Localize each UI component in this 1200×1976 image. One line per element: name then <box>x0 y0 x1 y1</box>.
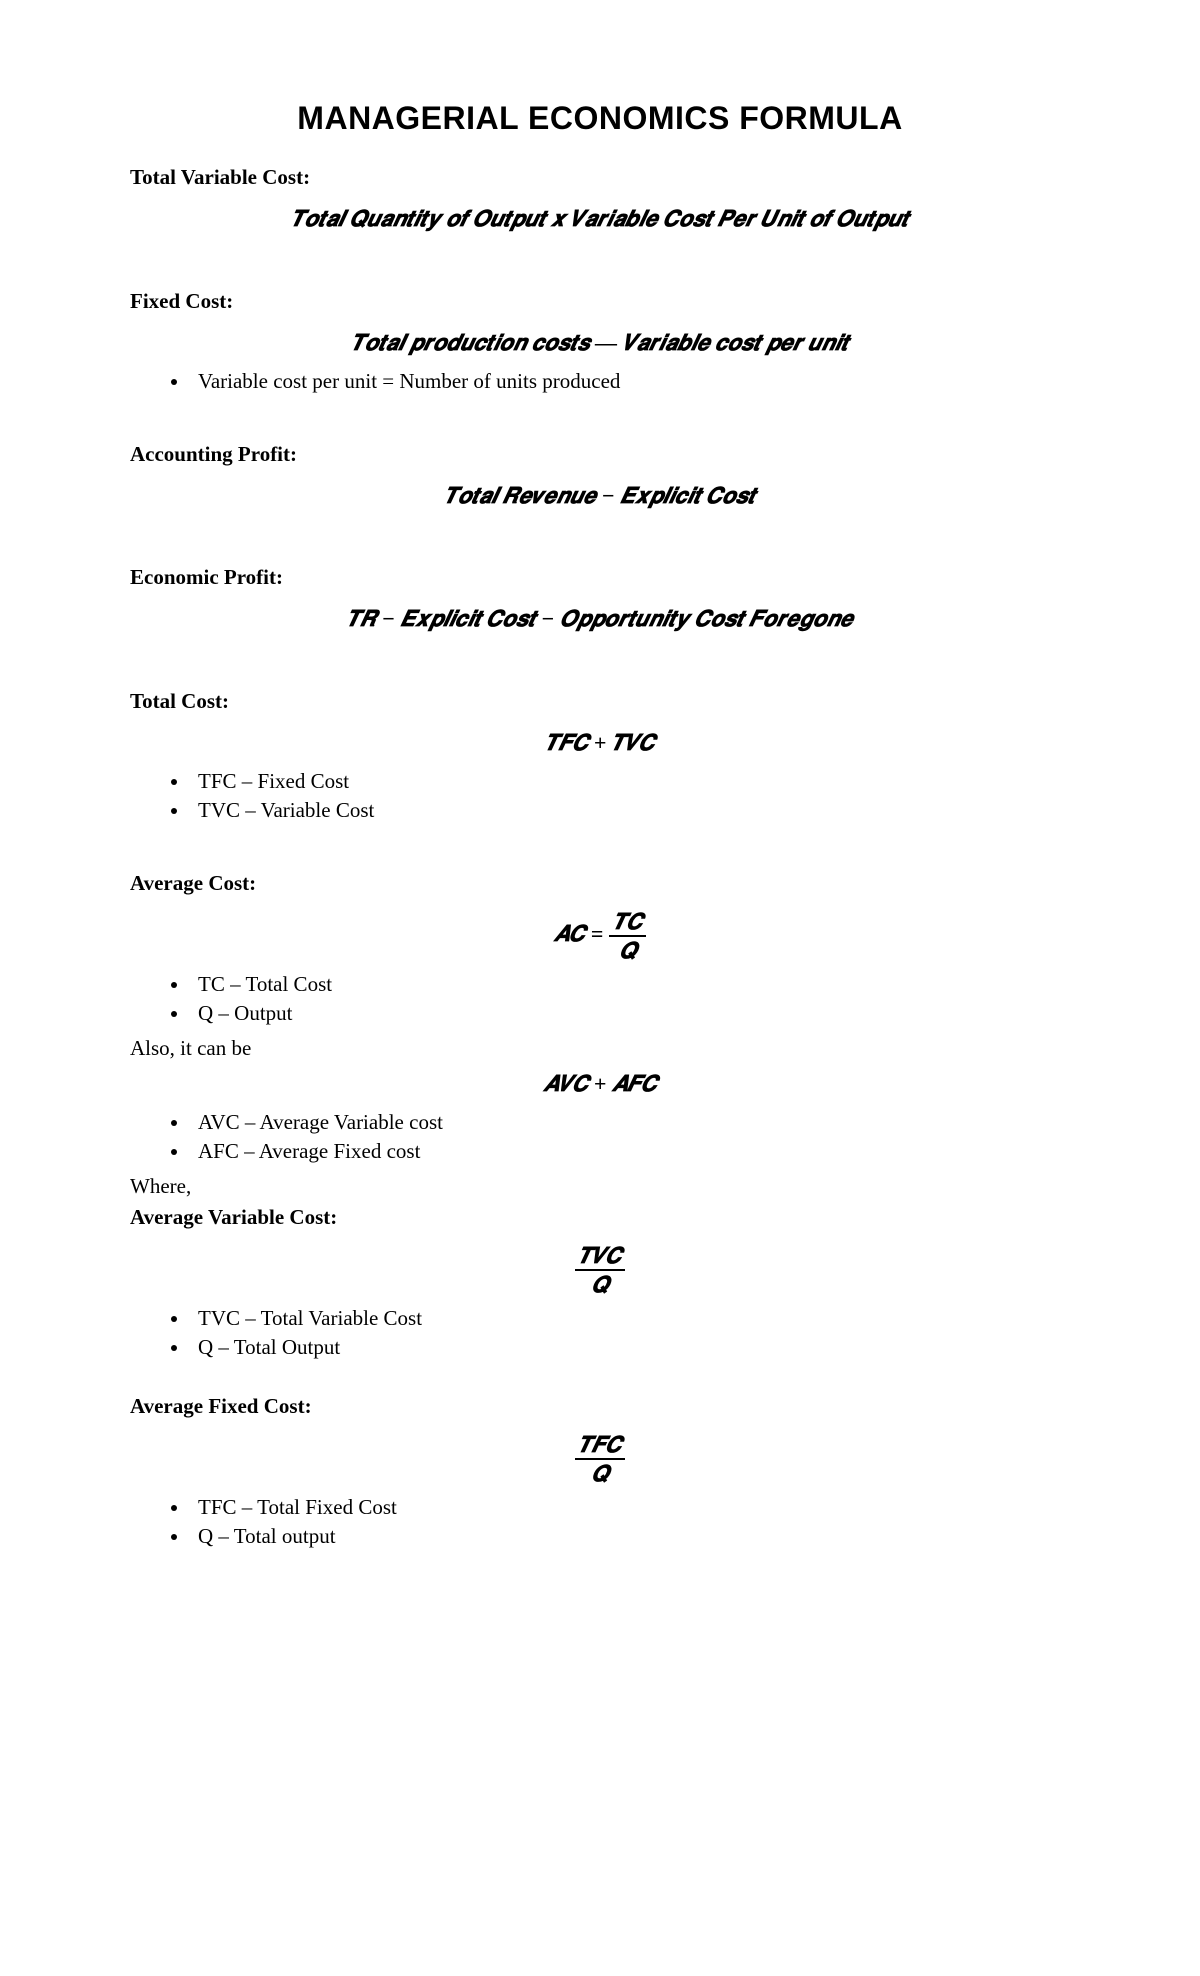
formula-ap: 𝑻𝒐𝒕𝒂𝒍 𝑹𝒆𝒗𝒆𝒏𝒖𝒆 − 𝑬𝒙𝒑𝒍𝒊𝒄𝒊𝒕 𝑪𝒐𝒔𝒕 <box>130 481 1070 512</box>
list-item: TC – Total Cost <box>190 972 1070 997</box>
bullets-tc: TFC – Fixed Cost TVC – Variable Cost <box>130 769 1070 823</box>
list-item: TVC – Total Variable Cost <box>190 1306 1070 1331</box>
bullets-ac: TC – Total Cost Q – Output <box>130 972 1070 1026</box>
formula-avc: 𝑻𝑽𝑪𝑸 <box>130 1244 1070 1296</box>
spacer <box>130 521 1070 565</box>
formula-ac2: 𝑨𝑽𝑪 + 𝑨𝑭𝑪 <box>130 1069 1070 1100</box>
spacer <box>130 398 1070 442</box>
list-item: AVC – Average Variable cost <box>190 1110 1070 1135</box>
formula-fc: 𝑻𝒐𝒕𝒂𝒍 𝒑𝒓𝒐𝒅𝒖𝒄𝒕𝒊𝒐𝒏 𝒄𝒐𝒔𝒕𝒔 — 𝑽𝒂𝒓𝒊𝒂𝒃𝒍𝒆 𝒄𝒐𝒔𝒕 𝒑… <box>130 328 1070 359</box>
avc-den: 𝑸 <box>575 1269 626 1296</box>
ac-den: 𝑸 <box>609 935 646 962</box>
ac-where-text: Where, <box>130 1174 1070 1199</box>
avc-num: 𝑻𝑽𝑪 <box>575 1244 626 1269</box>
list-item: TFC – Fixed Cost <box>190 769 1070 794</box>
afc-num: 𝑻𝑭𝑪 <box>575 1433 626 1458</box>
ac-also-text: Also, it can be <box>130 1036 1070 1061</box>
afc-fraction: 𝑻𝑭𝑪𝑸 <box>575 1433 626 1485</box>
list-item: TVC – Variable Cost <box>190 798 1070 823</box>
spacer <box>130 245 1070 289</box>
avc-fraction: 𝑻𝑽𝑪𝑸 <box>575 1244 626 1296</box>
ac-fraction: 𝑻𝑪𝑸 <box>609 910 646 962</box>
heading-ep: Economic Profit: <box>130 565 1070 590</box>
ac-num: 𝑻𝑪 <box>609 910 646 935</box>
formula-afc: 𝑻𝑭𝑪𝑸 <box>130 1433 1070 1485</box>
bullets-fc: Variable cost per unit = Number of units… <box>130 369 1070 394</box>
document-page: MANAGERIAL ECONOMICS FORMULA Total Varia… <box>0 0 1200 1976</box>
heading-fc: Fixed Cost: <box>130 289 1070 314</box>
heading-avc: Average Variable Cost: <box>130 1205 1070 1230</box>
spacer <box>130 1364 1070 1394</box>
heading-ap: Accounting Profit: <box>130 442 1070 467</box>
list-item: Q – Total Output <box>190 1335 1070 1360</box>
list-item: Variable cost per unit = Number of units… <box>190 369 1070 394</box>
list-item: Q – Output <box>190 1001 1070 1026</box>
heading-ac: Average Cost: <box>130 871 1070 896</box>
ac-eq: = <box>585 921 610 946</box>
bullets-ac2: AVC – Average Variable cost AFC – Averag… <box>130 1110 1070 1164</box>
formula-ep: 𝑻𝑹 − 𝑬𝒙𝒑𝒍𝒊𝒄𝒊𝒕 𝑪𝒐𝒔𝒕 − 𝑶𝒑𝒑𝒐𝒓𝒕𝒖𝒏𝒊𝒕𝒚 𝑪𝒐𝒔𝒕 𝑭𝒐… <box>130 604 1070 635</box>
list-item: Q – Total output <box>190 1524 1070 1549</box>
heading-tc: Total Cost: <box>130 689 1070 714</box>
bullets-avc: TVC – Total Variable Cost Q – Total Outp… <box>130 1306 1070 1360</box>
formula-tvc: 𝑻𝒐𝒕𝒂𝒍 𝑸𝒖𝒂𝒏𝒕𝒊𝒕𝒚 𝒐𝒇 𝑶𝒖𝒕𝒑𝒖𝒕 𝒙 𝑽𝒂𝒓𝒊𝒂𝒃𝒍𝒆 𝑪𝒐𝒔𝒕… <box>130 204 1070 235</box>
spacer <box>130 827 1070 871</box>
afc-den: 𝑸 <box>575 1458 626 1485</box>
list-item: AFC – Average Fixed cost <box>190 1139 1070 1164</box>
list-item: TFC – Total Fixed Cost <box>190 1495 1070 1520</box>
formula-ac: 𝑨𝑪=𝑻𝑪𝑸 <box>130 910 1070 962</box>
heading-tvc: Total Variable Cost: <box>130 165 1070 190</box>
spacer <box>130 645 1070 689</box>
heading-afc: Average Fixed Cost: <box>130 1394 1070 1419</box>
bullets-afc: TFC – Total Fixed Cost Q – Total output <box>130 1495 1070 1549</box>
formula-tc: 𝑻𝑭𝑪 + 𝑻𝑽𝑪 <box>130 728 1070 759</box>
page-title: MANAGERIAL ECONOMICS FORMULA <box>130 100 1070 137</box>
ac-lhs: 𝑨𝑪 <box>554 921 585 946</box>
